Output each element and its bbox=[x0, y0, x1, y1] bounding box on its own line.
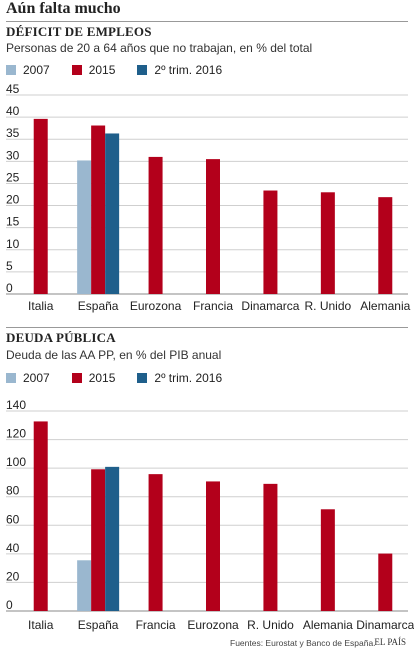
x-tick-label: Italia bbox=[28, 618, 54, 632]
y-tick-label: 45 bbox=[6, 82, 20, 96]
legend-label-2015: 2015 bbox=[88, 63, 116, 77]
bar-2015 bbox=[33, 118, 48, 294]
bar-2016 bbox=[105, 133, 120, 294]
bar-2015 bbox=[378, 553, 393, 611]
x-tick-label: Francia bbox=[193, 299, 233, 313]
y-tick-label: 40 bbox=[6, 104, 20, 118]
legend-item-2007: 2007 bbox=[6, 63, 50, 77]
bar-2015 bbox=[206, 481, 220, 611]
legend-label-2016: 2º trim. 2016 bbox=[154, 63, 223, 77]
y-tick-label: 60 bbox=[6, 512, 20, 526]
chart1-subtitle: Personas de 20 a 64 años que no trabajan… bbox=[6, 41, 313, 55]
bar-2015 bbox=[148, 156, 163, 294]
chart2-plot: 0 20 40 60 80 100 120 140 Italia España Francia Eur… bbox=[6, 398, 414, 632]
bar-2015 bbox=[206, 159, 220, 294]
legend-swatch-2015 bbox=[71, 65, 82, 75]
x-tick-label: Dinamarca bbox=[241, 299, 299, 313]
legend-label-2007: 2007 bbox=[23, 371, 50, 385]
bar-2016 bbox=[105, 466, 120, 611]
bar-2015 bbox=[320, 509, 335, 611]
legend-item-2007: 2007 bbox=[6, 371, 50, 385]
legend-swatch-2007 bbox=[6, 65, 16, 75]
section-rule bbox=[6, 327, 408, 328]
x-tick-label: Alemania bbox=[360, 299, 410, 313]
y-tick-label: 100 bbox=[6, 455, 26, 469]
legend-item-2016: 2º trim. 2016 bbox=[137, 371, 222, 385]
chart1-title: DÉFICIT DE EMPLEOS bbox=[6, 24, 152, 39]
bar-2007 bbox=[77, 160, 92, 294]
title-rule bbox=[6, 21, 408, 22]
y-tick-label: 140 bbox=[6, 398, 26, 412]
y-tick-label: 120 bbox=[6, 427, 26, 441]
x-tick-label: R. Unido bbox=[247, 618, 294, 632]
bar-2015 bbox=[320, 192, 335, 294]
bar-2015 bbox=[378, 197, 393, 294]
x-tick-label: España bbox=[78, 299, 119, 313]
y-tick-label: 10 bbox=[6, 237, 20, 251]
x-tick-label: Italia bbox=[28, 299, 54, 313]
page-title: Aún falta mucho bbox=[6, 0, 121, 17]
bar-2015 bbox=[33, 421, 48, 611]
x-tick-label: Eurozona bbox=[130, 299, 182, 313]
chart2-subtitle: Deuda de las AA PP, en % del PIB anual bbox=[6, 348, 222, 362]
legend-swatch-2015 bbox=[71, 373, 82, 383]
legend-item-2015: 2015 bbox=[71, 371, 116, 385]
y-tick-label: 20 bbox=[6, 193, 20, 207]
chart1-plot: 0 5 10 15 20 25 30 35 40 45 Italia España Eurozona Fr… bbox=[6, 82, 411, 313]
bar-2015 bbox=[148, 474, 163, 611]
x-tick-label: Dinamarca bbox=[356, 618, 414, 632]
x-tick-label: Alemania bbox=[303, 618, 353, 632]
y-tick-label: 80 bbox=[6, 484, 20, 498]
x-tick-label: R. Unido bbox=[305, 299, 352, 313]
chart2-title: DEUDA PÚBLICA bbox=[6, 330, 116, 345]
legend-swatch-2016 bbox=[137, 373, 148, 383]
y-tick-label: 30 bbox=[6, 148, 20, 162]
y-tick-label: 35 bbox=[6, 126, 20, 140]
x-tick-label: España bbox=[78, 618, 119, 632]
y-tick-label: 40 bbox=[6, 541, 20, 555]
legend-label-2016: 2º trim. 2016 bbox=[154, 371, 223, 385]
legend-item-2015: 2015 bbox=[71, 63, 116, 77]
y-tick-label: 5 bbox=[6, 259, 13, 273]
y-tick-label: 20 bbox=[6, 569, 20, 583]
source-note: Fuentes: Eurostat y Banco de España. bbox=[230, 638, 376, 648]
y-tick-label: 0 bbox=[6, 598, 13, 612]
y-tick-label: 15 bbox=[6, 215, 20, 229]
legend-swatch-2007 bbox=[6, 373, 16, 383]
legend-item-2016: 2º trim. 2016 bbox=[137, 63, 222, 77]
bar-2015 bbox=[91, 469, 106, 611]
x-tick-label: Francia bbox=[136, 618, 176, 632]
chart1-legend: 2007 2015 2º trim. 2016 bbox=[6, 63, 244, 77]
bar-2015 bbox=[91, 125, 106, 294]
bar-2015 bbox=[263, 190, 278, 294]
x-tick-label: Eurozona bbox=[187, 618, 239, 632]
legend-label-2007: 2007 bbox=[23, 63, 50, 77]
legend-swatch-2016 bbox=[137, 65, 148, 75]
y-tick-label: 25 bbox=[6, 170, 20, 184]
brand-logo: EL PAÍS bbox=[374, 637, 406, 647]
legend-label-2015: 2015 bbox=[88, 371, 116, 385]
chart2-legend: 2007 2015 2º trim. 2016 bbox=[6, 371, 244, 385]
bar-2007 bbox=[77, 560, 92, 611]
bar-2015 bbox=[263, 483, 278, 611]
y-tick-label: 0 bbox=[6, 281, 13, 295]
